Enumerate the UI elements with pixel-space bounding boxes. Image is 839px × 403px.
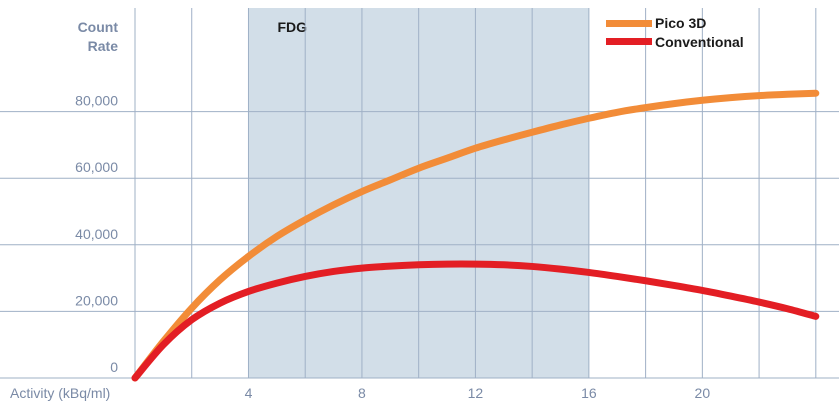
y-axis-label-line1: Count	[78, 19, 119, 35]
x-tick-label: 8	[358, 385, 366, 401]
x-tick-label: 4	[245, 385, 253, 401]
series-line-conventional	[131, 260, 820, 382]
y-tick-label: 80,000	[75, 93, 118, 109]
legend-label-pico-3d: Pico 3D	[655, 15, 706, 31]
y-tick-label: 60,000	[75, 159, 118, 175]
axis-layer: 0 20,000 40,000 60,000 80,000 4 8 12 16 20	[75, 93, 710, 401]
y-tick-label: 40,000	[75, 226, 118, 242]
series-line-pico-3d	[131, 89, 820, 382]
x-axis-label: Activity (kBq/ml)	[10, 385, 110, 401]
series-layer	[131, 89, 820, 382]
y-tick-label: 20,000	[75, 292, 118, 308]
legend-swatch-pico-3d	[606, 20, 652, 27]
legend-swatch-conventional	[606, 38, 652, 45]
x-tick-label: 20	[695, 385, 711, 401]
x-tick-label: 12	[468, 385, 484, 401]
legend: Pico 3D Conventional	[606, 15, 744, 50]
legend-label-conventional: Conventional	[655, 34, 744, 50]
y-axis-label-line2: Rate	[88, 38, 119, 54]
y-tick-label: 0	[110, 359, 118, 375]
x-tick-label: 16	[581, 385, 597, 401]
fdg-band-label: FDG	[277, 19, 307, 35]
